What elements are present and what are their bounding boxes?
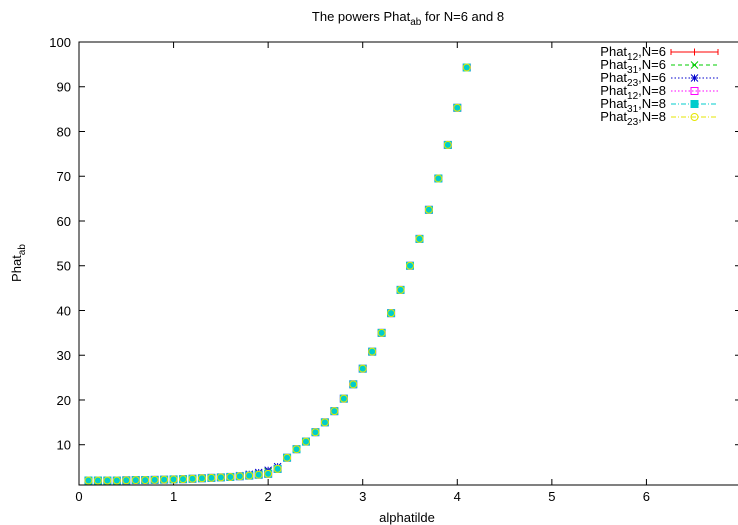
data-point [169,475,178,484]
data-point [415,234,424,243]
data-point [424,205,433,214]
data-point [141,476,150,485]
data-point [84,476,93,485]
data-point [150,475,159,484]
y-axis-title: Phatab [9,244,28,282]
legend-marker [690,87,699,95]
x-tick-label: 1 [170,489,177,504]
data-point [254,470,263,479]
data-point [377,328,386,337]
data-point [245,471,254,480]
y-tick-label: 90 [57,80,71,95]
data-point [122,476,131,485]
legend-label: Phat23,N=6 [600,70,666,89]
y-tick-label: 60 [57,214,71,229]
y-tick-label: 40 [57,303,71,318]
data-point [207,473,216,482]
y-tick-label: 20 [57,393,71,408]
data-point [103,476,112,485]
data-point [112,476,121,485]
data-point [188,474,197,483]
x-tick-label: 3 [359,489,366,504]
data-point [339,394,348,403]
data-point [226,472,235,481]
data-point [330,407,339,416]
legend: Phat12,N=6Phat31,N=6Phat23,N=6Phat12,N=8… [600,44,719,128]
data-point [131,476,140,485]
x-tick-label: 4 [454,489,461,504]
chart-title: The powers Phatab for N=6 and 8 [312,9,504,28]
data-series [84,63,471,485]
legend-label: Phat12,N=6 [600,44,666,63]
data-point [443,140,452,149]
data-point [406,261,414,270]
x-tick-label: 5 [548,489,555,504]
legend-marker [690,113,699,121]
x-tick-label: 6 [643,489,650,504]
x-tick-label: 0 [75,489,82,504]
data-point [283,453,292,462]
data-point [387,309,396,318]
legend-marker [691,48,698,56]
y-tick-label: 30 [57,348,71,363]
legend-label: Phat31,N=8 [600,96,666,115]
data-point [434,174,443,183]
data-point [320,418,329,427]
data-point [273,464,282,473]
series-5 [84,63,471,485]
legend-marker [690,74,699,82]
y-tick-label: 70 [57,169,71,184]
legend-marker [690,100,699,108]
y-tick-label: 50 [57,259,71,274]
legend-marker [690,61,699,69]
x-axis-title: alphatilde [379,510,435,525]
legend-label: Phat12,N=8 [600,83,666,102]
axes: 01234567102030405060708090100 [49,35,738,504]
data-point [292,445,301,454]
data-point [311,428,320,437]
data-point [216,473,225,482]
data-point [368,347,377,356]
y-tick-label: 10 [57,438,71,453]
data-point [396,285,405,294]
data-point [358,364,367,373]
data-point [197,474,206,483]
y-tick-label: 80 [57,124,71,139]
plot-frame [78,41,738,486]
legend-label: Phat23,N=8 [600,109,666,128]
x-tick-label: 2 [265,489,272,504]
y-tick-label: 100 [49,35,71,50]
data-point [235,472,244,481]
data-point [93,476,102,485]
data-point [301,437,310,446]
legend-label: Phat31,N=6 [600,57,666,76]
data-point [453,103,462,112]
data-point [264,469,273,478]
data-point [349,380,358,389]
data-point [462,63,471,72]
data-point [160,475,169,484]
data-point [179,475,188,484]
